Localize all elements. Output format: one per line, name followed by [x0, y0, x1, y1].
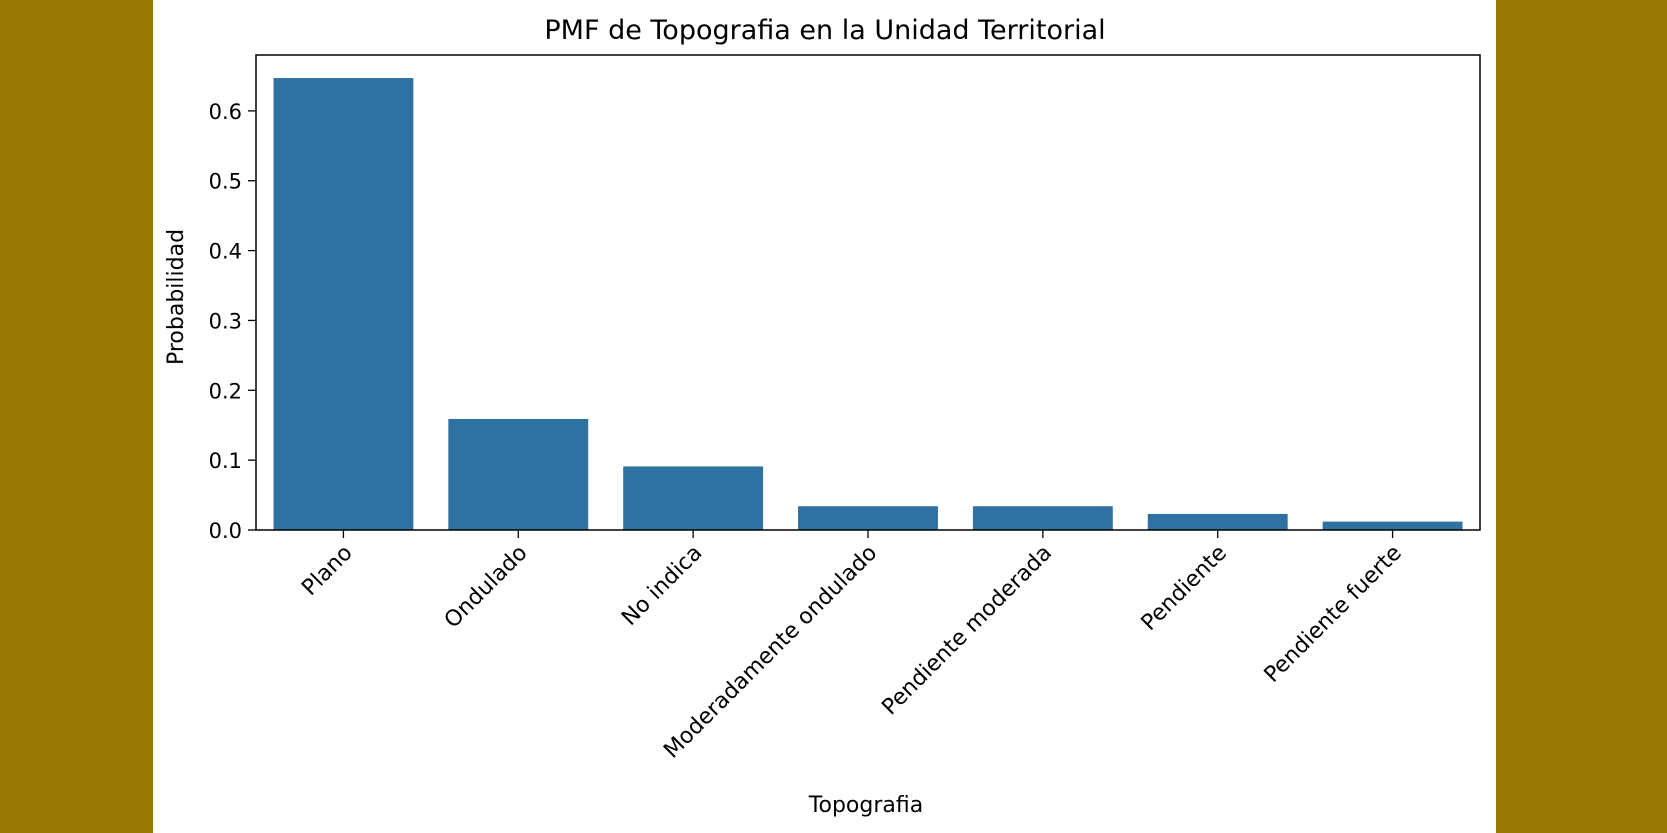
- x-axis-label: Topografia: [808, 793, 923, 818]
- x-tick-label: Pendiente: [1137, 541, 1232, 636]
- chart-title: PMF de Topografia en la Unidad Territori…: [544, 15, 1105, 46]
- x-tick-label: Pendiente moderada: [877, 541, 1057, 721]
- bar-pendiente: [1147, 513, 1288, 530]
- bar-chart: PMF de Topografia en la Unidad Territori…: [164, 15, 1481, 818]
- y-tick-label: 0.2: [209, 379, 242, 403]
- y-tick-label: 0.0: [209, 519, 242, 543]
- chart-figure: PMF de Topografia en la Unidad Territori…: [153, 0, 1496, 833]
- x-tick-label: Pendiente fuerte: [1260, 541, 1407, 688]
- y-ticks-group: 0.0 0.1 0.2 0.3 0.4 0.5 0.6: [209, 100, 256, 543]
- bar-pendiente-moderada: [972, 506, 1113, 530]
- bar-pendiente-fuerte: [1322, 521, 1463, 530]
- y-axis-label: Probabilidad: [164, 229, 189, 365]
- bar-no-indica: [623, 466, 764, 530]
- plot-frame: [255, 54, 1481, 531]
- x-tick-label: Plano: [297, 541, 357, 601]
- bar-moderadamente-ondulado: [798, 506, 938, 530]
- bar-plano: [273, 78, 414, 531]
- x-tick-label: Ondulado: [440, 541, 533, 634]
- y-tick-label: 0.3: [209, 309, 242, 333]
- x-tick-label: Moderadamente ondulado: [659, 541, 882, 764]
- y-tick-label: 0.1: [209, 449, 242, 473]
- y-tick-label: 0.6: [209, 100, 242, 124]
- bars-group: [273, 78, 1463, 531]
- x-tick-label: No indica: [617, 541, 707, 631]
- y-tick-label: 0.4: [209, 240, 242, 264]
- y-tick-label: 0.5: [209, 170, 242, 194]
- bar-ondulado: [448, 418, 589, 530]
